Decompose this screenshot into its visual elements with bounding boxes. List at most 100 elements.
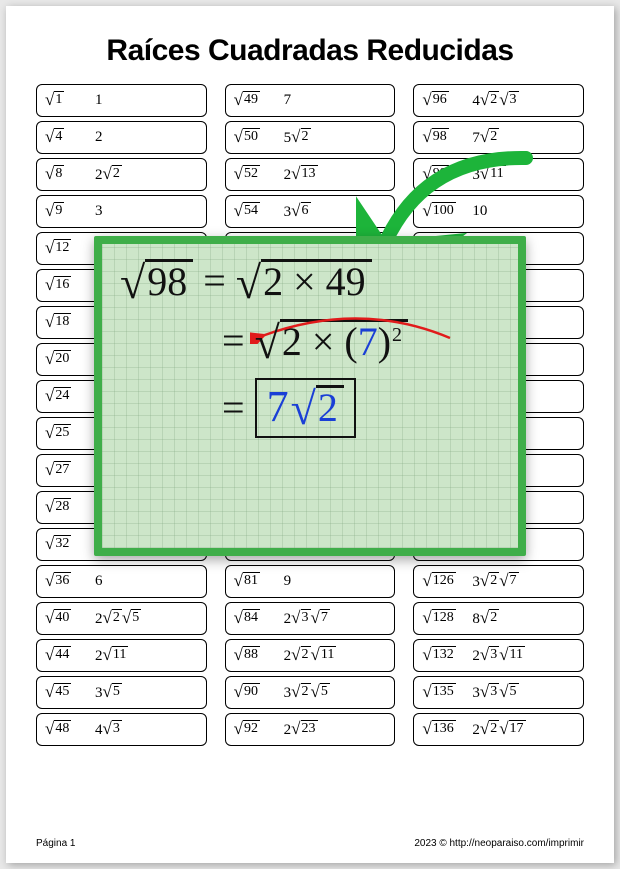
row-radical: √25 <box>45 424 89 443</box>
table-row: √81 9 <box>225 565 396 598</box>
row-result: 6√3 <box>472 276 499 295</box>
row-result: 2√23 <box>284 720 318 739</box>
row-radical: √52 <box>234 165 278 184</box>
table-row: √52 2√13 <box>225 158 396 191</box>
table-row: √183√2 <box>36 306 207 339</box>
row-result: 2√2√17 <box>472 720 525 739</box>
table-row: √882√2√11 <box>225 639 396 672</box>
row-result: 2√7 <box>95 498 122 517</box>
row-result: 3√6 <box>284 202 311 221</box>
table-row: √10010 <box>413 195 584 228</box>
table-row: √1242√31 <box>413 491 584 524</box>
table-row: √755√3 <box>225 454 396 487</box>
row-result: 3√7 <box>284 313 311 332</box>
row-radical: √45 <box>45 683 89 702</box>
row-radical: √9 <box>45 202 89 221</box>
row-radical: √16 <box>45 276 89 295</box>
row-result: 5 <box>95 425 103 442</box>
table-row: √497 <box>225 84 396 117</box>
worksheet-page: Raíces Cuadradas Reducidas √11√42√82√2√9… <box>6 6 614 863</box>
table-row: √1042√2√13 <box>413 232 584 265</box>
row-radical: √4 <box>45 128 89 147</box>
row-radical: √96 <box>422 91 466 110</box>
row-result: 11 <box>472 462 486 479</box>
row-radical: √24 <box>45 387 89 406</box>
table-row: √1322√3√11 <box>413 639 584 672</box>
table-row: √242√6 <box>36 380 207 413</box>
column-1: √11√42√82√2√93√122√3√164√183√2√202√5√242… <box>36 84 207 746</box>
table-row: √117 3√13 <box>413 380 584 413</box>
row-radical: √120 <box>422 424 466 443</box>
row-radical: √80 <box>234 535 278 554</box>
table-row: √8 2√2 <box>36 158 207 191</box>
table-row: √12 2√3 <box>36 232 207 265</box>
table-row: √366 <box>36 565 207 598</box>
table-row: √202√5 <box>36 343 207 376</box>
row-radical: √40 <box>45 609 89 628</box>
table-row: √505√2 <box>225 121 396 154</box>
row-result: 2√13 <box>284 165 318 184</box>
row-result: 9 <box>284 573 292 590</box>
table-row: √453√5 <box>36 676 207 709</box>
row-radical: √8 <box>45 165 89 184</box>
table-row: √1288√2 <box>413 602 584 635</box>
row-result: 2√19 <box>284 498 318 517</box>
table-row: √60 2√15 <box>225 269 396 302</box>
row-result: 5√5 <box>472 535 499 554</box>
row-radical: √32 <box>45 535 89 554</box>
footer-page-number: Página 1 <box>36 838 75 849</box>
row-radical: √60 <box>234 276 278 295</box>
row-radical: √54 <box>234 202 278 221</box>
table-row: √1124√7 <box>413 306 584 339</box>
row-radical: √108 <box>422 276 466 295</box>
row-result: 4√3 <box>95 720 122 739</box>
row-radical: √88 <box>234 646 278 665</box>
row-result: 2√3 <box>95 239 122 258</box>
row-radical: √117 <box>422 387 466 406</box>
table-row: √1263√2√7 <box>413 565 584 598</box>
row-result: 1 <box>95 92 103 109</box>
row-result: 2√3√7 <box>284 609 330 628</box>
row-radical: √136 <box>422 720 466 739</box>
row-result: 8√2 <box>472 609 499 628</box>
row-result: 3√2 <box>95 313 122 332</box>
page-footer: Página 1 2023 © http://neoparaiso.com/im… <box>36 838 584 849</box>
row-radical: √28 <box>45 498 89 517</box>
row-radical: √81 <box>234 572 278 591</box>
table-row: √1353√3√5 <box>413 676 584 709</box>
row-result: 6 <box>95 573 103 590</box>
row-result: 4√2 <box>95 535 122 554</box>
table-row: √562√14 <box>225 232 396 265</box>
row-radical: √124 <box>422 498 466 517</box>
column-2: √497 √505√2 √52 2√13 √54 3√6 √562√14 √60 2√15 √63… <box>225 84 396 746</box>
row-radical: √44 <box>45 646 89 665</box>
row-result: 3√13 <box>472 387 506 406</box>
row-radical: √68 <box>234 387 278 406</box>
table-row: √987√2 <box>413 121 584 154</box>
row-result: 3√2√7 <box>472 572 518 591</box>
row-radical: √12 <box>45 239 89 258</box>
row-result: 3√11 <box>472 165 505 184</box>
table-row: √80 4√5 <box>225 528 396 561</box>
table-row: √42 <box>36 121 207 154</box>
table-row: √648 <box>225 343 396 376</box>
table-row: √922√23 <box>225 713 396 746</box>
table-row: √93 <box>36 195 207 228</box>
row-radical: √99 <box>422 165 466 184</box>
columns-container: √11√42√82√2√93√122√3√164√183√2√202√5√242… <box>36 84 584 746</box>
row-radical: √90 <box>234 683 278 702</box>
row-result: 4√5 <box>284 535 311 554</box>
row-radical: √98 <box>422 128 466 147</box>
column-3: √964√2√3√987√2√993√11√10010√1042√2√13√10… <box>413 84 584 746</box>
row-result: 2√15 <box>284 276 318 295</box>
table-row: √842√3√7 <box>225 602 396 635</box>
row-radical: √121 <box>422 461 466 480</box>
row-result: 2√29 <box>472 350 506 369</box>
row-result: 4 <box>95 277 103 294</box>
row-radical: √63 <box>234 313 278 332</box>
row-result: 2√5 <box>95 350 122 369</box>
row-result: 2√2 <box>95 165 122 184</box>
table-row: √63 3√7 <box>225 306 396 339</box>
row-result: 5√2 <box>284 128 311 147</box>
row-result: 7 <box>284 92 292 109</box>
